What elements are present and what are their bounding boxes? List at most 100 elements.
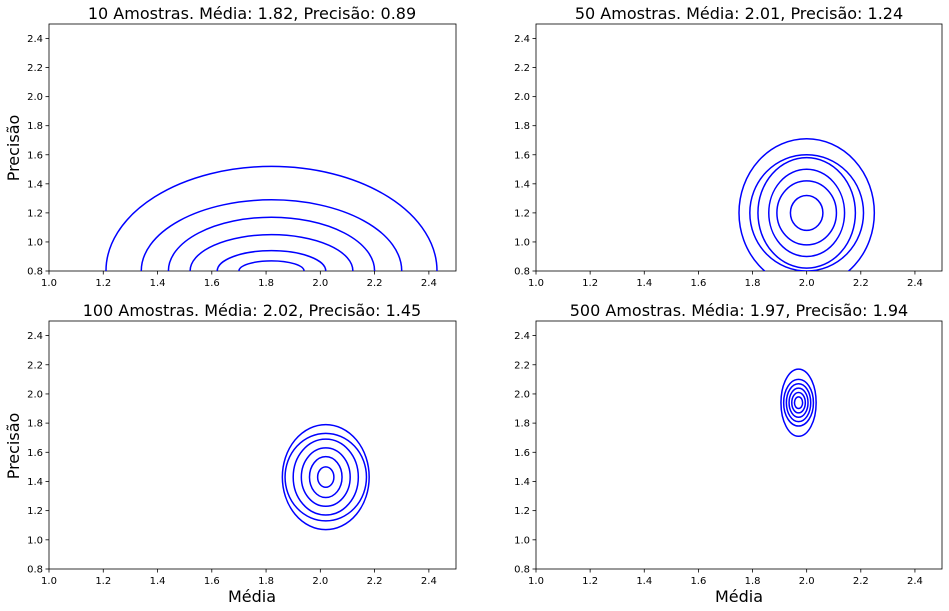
subplot-4-plot-area: 1.0 1.2 1.4 1.6 1.8 2.0 2.2 2.40.81.01.21.41.61… (514, 320, 943, 587)
y-tick-label: 1.4 (514, 179, 530, 190)
y-tick-label: 1.6 (514, 150, 530, 161)
y-tick-label: 0.8 (27, 267, 43, 278)
x-tick-label: 2.2 (853, 278, 869, 289)
contour-line (316, 466, 335, 489)
subplot-3-axes-frame (48, 320, 457, 570)
x-tick-label: 2.4 (421, 278, 437, 289)
y-tick-label: 0.8 (27, 565, 43, 576)
x-tick-label: 1.0 (528, 278, 544, 289)
contour-line (238, 260, 305, 271)
y-tick-label: 1.8 (514, 419, 530, 430)
contour-line (791, 391, 807, 414)
x-tick-label: 1.8 (745, 278, 761, 289)
subplot-1-ylabel: Precisão (4, 115, 23, 182)
x-tick-label: 2.2 (853, 576, 869, 587)
x-tick-label: 1.6 (204, 278, 220, 289)
x-tick-label: 2.4 (907, 576, 923, 587)
contour-line (189, 233, 354, 271)
subplot-4-title: 500 Amostras. Média: 1.97, Precisão: 1.9… (570, 301, 908, 320)
contour-line (140, 199, 403, 271)
subplot-2-axes-frame (535, 23, 943, 272)
x-tick-label: 1.6 (204, 576, 220, 587)
contour-line (749, 154, 865, 271)
contour-line (776, 180, 838, 246)
contour-line (281, 423, 370, 531)
y-tick-label: 1.2 (27, 506, 43, 517)
y-tick-label: 2.4 (27, 331, 43, 342)
y-tick-label: 1.4 (514, 477, 530, 488)
subplot-4-contours (780, 368, 817, 437)
contour-line (788, 387, 809, 419)
x-tick-label: 2.4 (421, 576, 437, 587)
y-tick-label: 2.0 (27, 92, 43, 103)
contour-line (768, 168, 846, 258)
subplot-2: 50 Amostras. Média: 2.01, Precisão: 1.24… (514, 4, 943, 289)
x-tick-label: 1.4 (150, 576, 166, 587)
subplot-4-axes-frame (535, 320, 943, 570)
subplot-1: 10 Amostras. Média: 1.82, Precisão: 0.89… (4, 4, 457, 289)
y-tick-label: 1.8 (27, 121, 43, 132)
x-tick-label: 1.8 (258, 576, 274, 587)
y-tick-label: 1.2 (514, 506, 530, 517)
subplot-1-axes-frame (48, 23, 457, 272)
y-tick-label: 2.4 (514, 34, 530, 45)
subplot-2-contours (738, 138, 876, 271)
y-tick-label: 2.0 (514, 389, 530, 400)
y-tick-label: 2.4 (514, 331, 530, 342)
y-tick-label: 2.0 (514, 92, 530, 103)
x-tick-label: 1.8 (258, 278, 274, 289)
y-tick-label: 1.2 (514, 208, 530, 219)
y-tick-label: 1.6 (27, 448, 43, 459)
subplot-4: 500 Amostras. Média: 1.97, Precisão: 1.9… (514, 301, 943, 606)
y-tick-label: 1.2 (27, 208, 43, 219)
contour-line (780, 368, 817, 437)
subplot-2-plot-area: 1.0 1.2 1.4 1.6 1.8 2.0 2.2 2.40.81.01.21.41.61… (514, 23, 943, 289)
y-tick-label: 0.8 (514, 267, 530, 278)
subplot-3-contours (281, 423, 370, 531)
x-tick-label: 1.6 (690, 576, 706, 587)
y-tick-label: 1.0 (27, 237, 43, 248)
contour-line (738, 138, 876, 271)
contour-line (292, 438, 360, 516)
y-tick-label: 2.2 (27, 63, 43, 74)
contour-line (284, 432, 368, 522)
y-tick-label: 1.0 (514, 237, 530, 248)
y-tick-label: 1.6 (514, 448, 530, 459)
subplot-3-title: 100 Amostras. Média: 2.02, Precisão: 1.4… (83, 301, 421, 320)
subplot-1-contours (105, 165, 438, 271)
x-tick-label: 1.0 (41, 278, 57, 289)
y-tick-label: 2.0 (27, 389, 43, 400)
x-tick-label: 2.2 (367, 278, 383, 289)
x-tick-label: 2.4 (907, 278, 923, 289)
x-tick-label: 2.0 (312, 278, 328, 289)
y-tick-label: 2.2 (514, 63, 530, 74)
x-tick-label: 1.6 (690, 278, 706, 289)
x-tick-label: 1.2 (582, 576, 598, 587)
contour-line (308, 455, 343, 499)
contour-line (167, 216, 376, 271)
subplot-4-xlabel: Média (715, 587, 763, 606)
contour-line (300, 447, 351, 508)
contour-line (793, 396, 804, 410)
y-tick-label: 2.2 (27, 360, 43, 371)
x-tick-label: 1.2 (95, 278, 111, 289)
x-tick-label: 1.0 (528, 576, 544, 587)
x-tick-label: 2.0 (799, 278, 815, 289)
contour-line (782, 378, 815, 427)
y-tick-label: 2.4 (27, 34, 43, 45)
y-tick-label: 1.8 (27, 419, 43, 430)
y-tick-label: 1.0 (27, 535, 43, 546)
subplot-3: 100 Amostras. Média: 2.02, Precisão: 1.4… (4, 301, 457, 606)
y-tick-label: 1.8 (514, 121, 530, 132)
subplot-1-title: 10 Amostras. Média: 1.82, Precisão: 0.89 (88, 4, 416, 23)
x-tick-label: 2.0 (312, 576, 328, 587)
y-tick-label: 1.4 (27, 179, 43, 190)
x-tick-label: 1.4 (150, 278, 166, 289)
x-tick-label: 1.8 (745, 576, 761, 587)
x-tick-label: 1.4 (636, 576, 652, 587)
contour-line (785, 382, 812, 423)
subplot-3-ylabel: Precisão (4, 413, 23, 480)
y-tick-label: 1.0 (514, 535, 530, 546)
subplot-1-plot-area: 1.0 1.2 1.4 1.6 1.8 2.0 2.2 2.40.81.01.21.41.61… (27, 23, 457, 289)
subplot-2-title: 50 Amostras. Média: 2.01, Precisão: 1.24 (575, 4, 903, 23)
